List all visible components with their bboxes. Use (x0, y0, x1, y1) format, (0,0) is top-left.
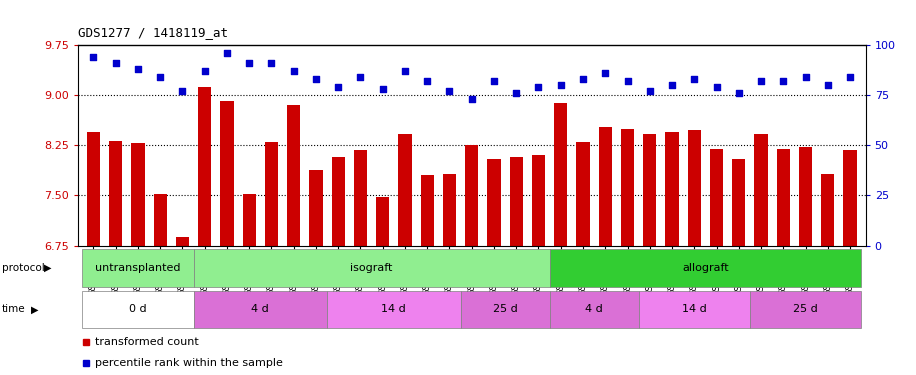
Point (420, 78, 434, 84)
Point (821, 82, 835, 88)
Point (464, 96, 479, 102)
Bar (777, 148, 790, 246)
Bar (755, 134, 768, 246)
Bar (354, 150, 367, 246)
Text: transformed count: transformed count (95, 337, 199, 347)
Bar (550, 291, 638, 328)
Bar (287, 105, 300, 246)
Bar (376, 197, 389, 246)
Bar (327, 291, 461, 328)
Text: untransplanted: untransplanted (95, 263, 180, 273)
Point (665, 82, 680, 88)
Point (620, 78, 635, 84)
Point (732, 90, 747, 96)
Point (108, 60, 123, 66)
Bar (420, 176, 434, 246)
Point (776, 78, 791, 84)
Point (131, 66, 146, 72)
Text: 4 d: 4 d (585, 304, 603, 314)
Point (264, 60, 278, 66)
Bar (220, 100, 234, 246)
Bar (844, 150, 856, 246)
Bar (576, 142, 590, 246)
Bar (710, 148, 724, 246)
Text: 25 d: 25 d (493, 304, 518, 314)
Bar (554, 103, 567, 246)
Point (287, 68, 301, 74)
Point (531, 84, 546, 90)
Bar (732, 159, 746, 246)
Text: 14 d: 14 d (381, 304, 406, 314)
Text: ▶: ▶ (31, 304, 38, 314)
Bar (509, 157, 523, 246)
Bar (154, 194, 167, 246)
Point (398, 68, 412, 74)
Bar (550, 249, 861, 287)
Point (709, 84, 724, 90)
Bar (665, 132, 679, 246)
Bar (598, 127, 612, 246)
Bar (821, 174, 834, 246)
Bar (750, 291, 861, 328)
Text: allograft: allograft (682, 263, 729, 273)
Text: GDS1277 / 1418119_at: GDS1277 / 1418119_at (78, 26, 228, 39)
Point (354, 74, 368, 80)
Bar (638, 291, 750, 328)
Bar (461, 291, 550, 328)
Point (642, 88, 657, 94)
Text: 25 d: 25 d (793, 304, 818, 314)
Bar (799, 147, 812, 246)
Bar (193, 249, 550, 287)
Text: ▶: ▶ (44, 263, 51, 273)
Point (242, 60, 256, 66)
Bar (532, 155, 545, 246)
Point (220, 50, 234, 56)
Point (575, 76, 590, 82)
Bar (487, 159, 501, 246)
Text: time: time (2, 304, 26, 314)
Bar (442, 174, 456, 246)
Bar (109, 141, 123, 246)
Point (843, 74, 857, 80)
Point (486, 78, 501, 84)
Point (175, 88, 190, 94)
Point (86, 54, 101, 60)
Point (798, 74, 812, 80)
Bar (243, 194, 256, 246)
Text: 0 d: 0 d (129, 304, 147, 314)
Bar (176, 237, 189, 246)
Bar (310, 170, 322, 246)
Point (309, 76, 323, 82)
Point (553, 82, 568, 88)
Bar (265, 142, 278, 246)
Point (442, 88, 457, 94)
Text: percentile rank within the sample: percentile rank within the sample (95, 358, 283, 368)
Bar (398, 134, 411, 246)
Point (598, 70, 613, 76)
Bar (82, 249, 193, 287)
Bar (621, 129, 634, 246)
Text: 4 d: 4 d (252, 304, 269, 314)
Bar (688, 130, 701, 246)
Point (509, 90, 524, 96)
Bar (198, 87, 212, 246)
Bar (87, 132, 100, 246)
Point (153, 74, 168, 80)
Text: 14 d: 14 d (682, 304, 706, 314)
Text: isograft: isograft (351, 263, 393, 273)
Point (376, 86, 390, 92)
Bar (193, 291, 327, 328)
Bar (131, 143, 145, 246)
Point (331, 84, 345, 90)
Bar (332, 158, 345, 246)
Bar (465, 146, 478, 246)
Point (754, 78, 769, 84)
Text: protocol: protocol (2, 263, 45, 273)
Bar (82, 291, 193, 328)
Point (197, 68, 212, 74)
Bar (643, 134, 657, 246)
Point (687, 76, 702, 82)
